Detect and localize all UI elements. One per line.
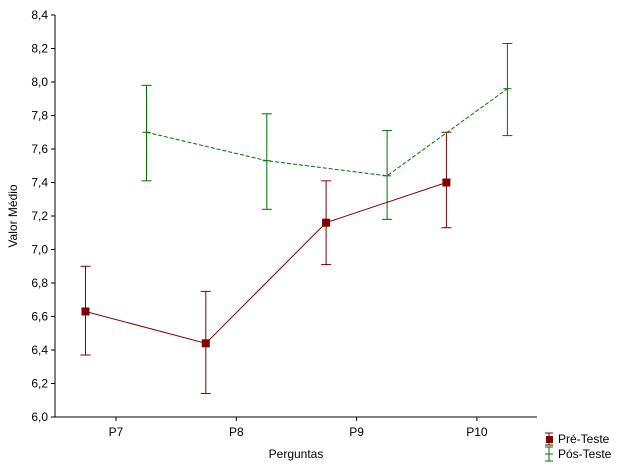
- series-line-0: [85, 182, 447, 344]
- y-tick-label: 7,0: [31, 243, 48, 257]
- x-tick-label: P7: [109, 425, 124, 439]
- y-tick-label: 7,6: [31, 142, 48, 156]
- marks: [80, 42, 513, 395]
- x-tick-label: P8: [229, 425, 244, 439]
- y-tick-label: 6,4: [31, 343, 48, 357]
- x-axis-label: Perguntas: [269, 447, 324, 461]
- y-tick-label: 7,4: [31, 176, 48, 190]
- y-tick-label: 7,8: [31, 109, 48, 123]
- y-tick-label: 8,2: [31, 42, 48, 56]
- data-point: [322, 218, 331, 227]
- y-tick-label: 6,6: [31, 310, 48, 324]
- data-point: [81, 307, 90, 316]
- legend-item-pre: Pré-Teste: [545, 432, 610, 446]
- data-point: [442, 178, 451, 187]
- axes: 6,0 6,2 6,4 6,6 6,8 7,0 7,2 7,4 7,6 7,8 8,0 8,2 8,4 P…: [31, 8, 537, 439]
- legend-label-pre: Pré-Teste: [558, 432, 610, 446]
- legend-label-post: Pós-Teste: [558, 447, 612, 461]
- y-tick-label: 8,0: [31, 75, 48, 89]
- y-tick-label: 6,2: [31, 377, 48, 391]
- y-tick-label: 6,0: [31, 410, 48, 424]
- legend-item-post: Pós-Teste: [545, 446, 612, 462]
- y-tick-label: 6,8: [31, 276, 48, 290]
- x-tick-label: P9: [349, 425, 364, 439]
- y-axis-label: Valor Médio: [6, 184, 20, 247]
- y-tick-label: 8,4: [31, 8, 48, 22]
- x-tick-label: P10: [466, 425, 488, 439]
- data-point: [201, 339, 210, 348]
- series-line-1: [146, 88, 508, 177]
- legend: Pré-Teste Pós-Teste: [545, 432, 612, 462]
- y-tick-label: 7,2: [31, 209, 48, 223]
